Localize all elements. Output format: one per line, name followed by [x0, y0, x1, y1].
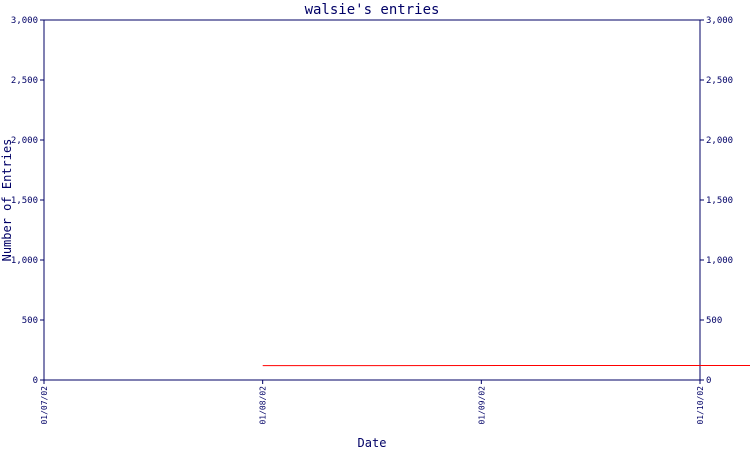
- y-tick-label-right: 0: [706, 376, 711, 386]
- y-tick-label-right: 3,000: [706, 16, 733, 26]
- series-line: [262, 365, 750, 367]
- y-axis-label: Number of Entries: [0, 139, 14, 262]
- y-tick-label-right: 500: [706, 316, 722, 326]
- y-tick-label-left: 2,500: [11, 76, 38, 86]
- y-tick-label-left: 2,000: [11, 136, 38, 146]
- x-tick-label: 01/07/02: [40, 386, 49, 425]
- x-axis: 01/07/02 01/08/02 01/09/02 01/10/02: [40, 380, 705, 425]
- series-layer: [262, 365, 750, 367]
- y-tick-label-right: 2,000: [706, 136, 733, 146]
- y-tick-label-left: 0: [33, 376, 38, 386]
- y-axis-right: 0 500 1,000 1,500 2,000 2,500 3,000: [700, 16, 733, 386]
- x-tick-label: 01/09/02: [477, 386, 486, 425]
- x-tick-label: 01/08/02: [259, 386, 268, 425]
- plot-frame: [43, 19, 701, 381]
- y-tick-label-left: 1,000: [11, 256, 38, 266]
- x-axis-label: Date: [358, 436, 387, 450]
- y-tick-label-left: 1,500: [11, 196, 38, 206]
- y-tick-label-left: 3,000: [11, 16, 38, 26]
- y-tick-label-right: 1,500: [706, 196, 733, 206]
- y-tick-label-right: 2,500: [706, 76, 733, 86]
- y-tick-label-right: 1,000: [706, 256, 733, 266]
- y-axis-left: 0 500 1,000 1,500 2,000 2,500 3,000: [11, 16, 44, 386]
- x-tick-label: 01/10/02: [696, 386, 705, 425]
- y-tick-label-left: 500: [22, 316, 38, 326]
- chart-title: walsie's entries: [305, 2, 440, 18]
